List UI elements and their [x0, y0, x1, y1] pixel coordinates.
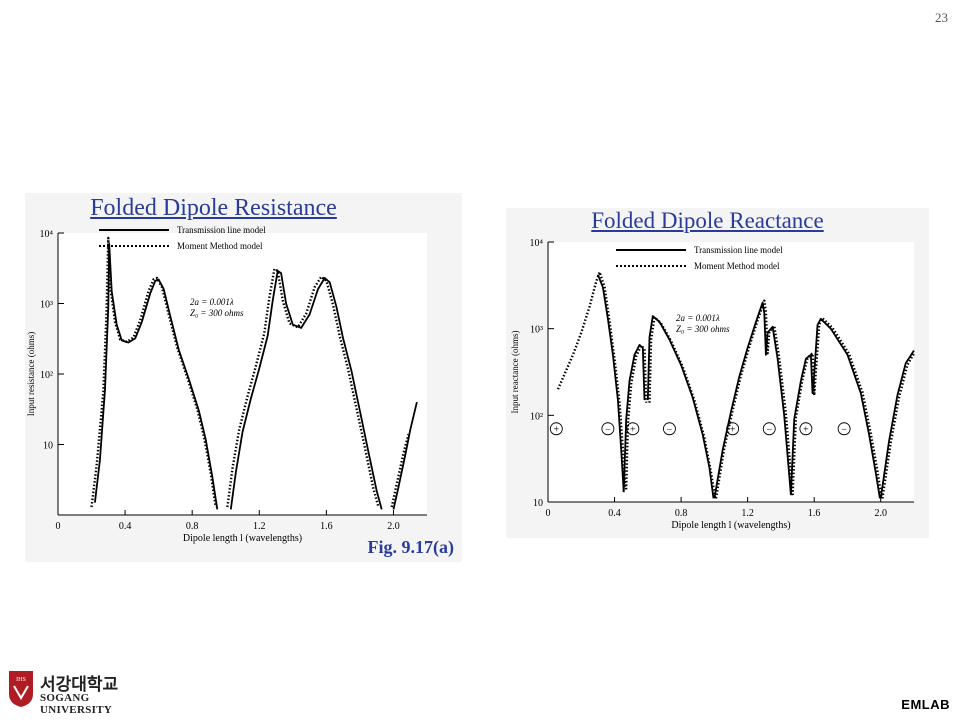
sign-marker-circle [762, 422, 776, 436]
x-tick-label: 0.4 [608, 508, 621, 519]
plot-area [58, 233, 427, 515]
y-axis-label: Input resistance (ohms) [26, 332, 36, 416]
x-tick-label: 2.0 [874, 508, 887, 519]
sign-marker-symbol: + [630, 424, 636, 435]
x-tick-label: 0.4 [119, 521, 132, 532]
y-tick-label: 10³ [530, 325, 543, 336]
series-line-transmission [392, 401, 418, 510]
y-tick-label: 10⁴ [530, 238, 544, 249]
sign-marker-symbol: − [667, 424, 673, 435]
y-tick-label: 10 [533, 498, 543, 509]
y-tick-label: 10² [40, 370, 53, 381]
lab-brand: EMLAB [901, 697, 950, 712]
series-line-moment-method [791, 317, 883, 499]
university-logo: IHS 서강대학교 SOGANG UNIVERSITY [8, 668, 158, 716]
sign-marker-symbol: + [553, 424, 559, 435]
reactance-chart-title: Folded Dipole Reactance [591, 208, 824, 233]
university-shield-icon: IHS [9, 671, 33, 707]
reactance-chart-panel: 0 0.4 0.8 1.2 1.6 2.0 10 10² 10³ 10⁴ Dipole length… [506, 208, 929, 538]
x-axis-label: Dipole length l (wavelengths) [183, 533, 302, 544]
series-line-transmission [597, 274, 625, 493]
resistance-chart-title: Folded Dipole Resistance [90, 195, 337, 221]
series-line-transmission [229, 270, 383, 510]
y-tick-label: 10 [43, 441, 53, 452]
legend-label: Moment Method model [694, 261, 780, 271]
x-tick-label: 1.6 [320, 521, 333, 532]
logo-korean-text: 서강대학교 [40, 675, 119, 695]
sign-marker-circle [662, 422, 676, 436]
x-tick-label: 1.2 [253, 521, 265, 532]
sign-marker-symbol: + [730, 424, 736, 435]
sign-marker-circle [549, 422, 563, 436]
series-line-moment-method [714, 299, 794, 499]
x-tick-label: 0 [56, 521, 61, 532]
series-line-transmission [879, 350, 915, 499]
x-tick-label: 0.8 [675, 508, 688, 519]
series-line-moment-method [625, 344, 648, 490]
series-line-moment-method [881, 352, 916, 499]
y-axis-label: Input reactance (ohms) [510, 331, 520, 414]
sign-marker-symbol: + [803, 424, 809, 435]
parameter-annotation: 2a = 0.001λ [190, 297, 234, 307]
x-tick-label: 0.8 [186, 521, 199, 532]
series-line-moment-method [390, 433, 410, 508]
x-tick-label: 1.6 [808, 508, 821, 519]
y-tick-label: 10² [530, 411, 543, 422]
series-line-moment-method [90, 236, 217, 508]
parameter-annotation: 2a = 0.001λ [676, 313, 720, 323]
legend-label: Transmission line model [177, 225, 266, 235]
parameter-annotation: Z₀ = 300 ohms [190, 308, 244, 318]
legend-label: Transmission line model [694, 245, 783, 255]
series-line-moment-method [226, 267, 380, 508]
logo-english-text: SOGANG UNIVERSITY [40, 692, 113, 716]
page-number: 23 [935, 10, 948, 25]
resistance-chart: 0 0.4 0.8 1.2 1.6 2.0 10 10² 10³ 10⁴ Dipole length… [26, 225, 427, 544]
parameter-annotation: Z₀ = 300 ohms [676, 324, 730, 334]
sign-marker-symbol: − [841, 424, 847, 435]
series-line-transmission [713, 301, 792, 499]
series-line-moment-method [648, 316, 717, 499]
reactance-chart: 0 0.4 0.8 1.2 1.6 2.0 10 10² 10³ 10⁴ Dipole length… [510, 238, 916, 531]
series-line-transmission [790, 317, 881, 499]
sign-marker-circle [601, 422, 615, 436]
figure-label: Fig. 9.17(a) [367, 537, 454, 557]
x-tick-label: 1.2 [741, 508, 754, 519]
x-axis-label: Dipole length l (wavelengths) [671, 520, 790, 531]
sign-marker-circle [799, 422, 813, 436]
sign-marker-symbol: − [766, 424, 772, 435]
series-line-moment-method [556, 270, 627, 490]
x-tick-label: 0 [546, 508, 551, 519]
y-tick-label: 10³ [40, 300, 53, 311]
y-tick-label: 10⁴ [40, 229, 54, 240]
resistance-chart-panel: 0 0.4 0.8 1.2 1.6 2.0 10 10² 10³ 10⁴ Dipole length… [25, 193, 462, 562]
sign-marker-symbol: − [605, 424, 611, 435]
sign-marker-circle [837, 422, 851, 436]
legend-label: Moment Method model [177, 241, 263, 251]
x-tick-label: 2.0 [387, 521, 400, 532]
logo-mark-text: IHS [16, 677, 26, 683]
